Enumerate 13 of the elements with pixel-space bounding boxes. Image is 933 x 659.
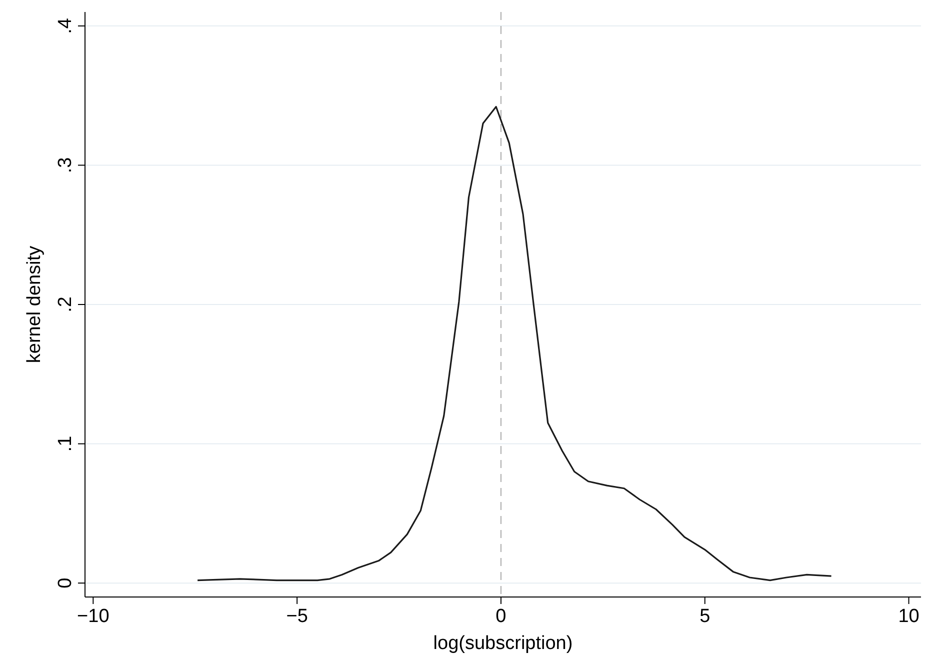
x-tick-label: 0 <box>496 606 506 627</box>
y-tick-label: .1 <box>55 436 76 452</box>
x-tick-label: 5 <box>700 606 710 627</box>
x-tick-label: −5 <box>286 606 308 627</box>
y-tick-label: .4 <box>55 18 76 34</box>
line-series <box>196 106 832 582</box>
x-axis-title: log(subscription) <box>433 633 573 654</box>
x-tick-label: −10 <box>77 606 110 627</box>
x-tick-label: 10 <box>898 606 920 627</box>
y-tick-label: .3 <box>55 157 76 174</box>
y-tick-label: 0 <box>55 578 76 588</box>
y-axis-title: kernel density <box>24 245 45 364</box>
y-tick-label: .2 <box>55 296 76 312</box>
